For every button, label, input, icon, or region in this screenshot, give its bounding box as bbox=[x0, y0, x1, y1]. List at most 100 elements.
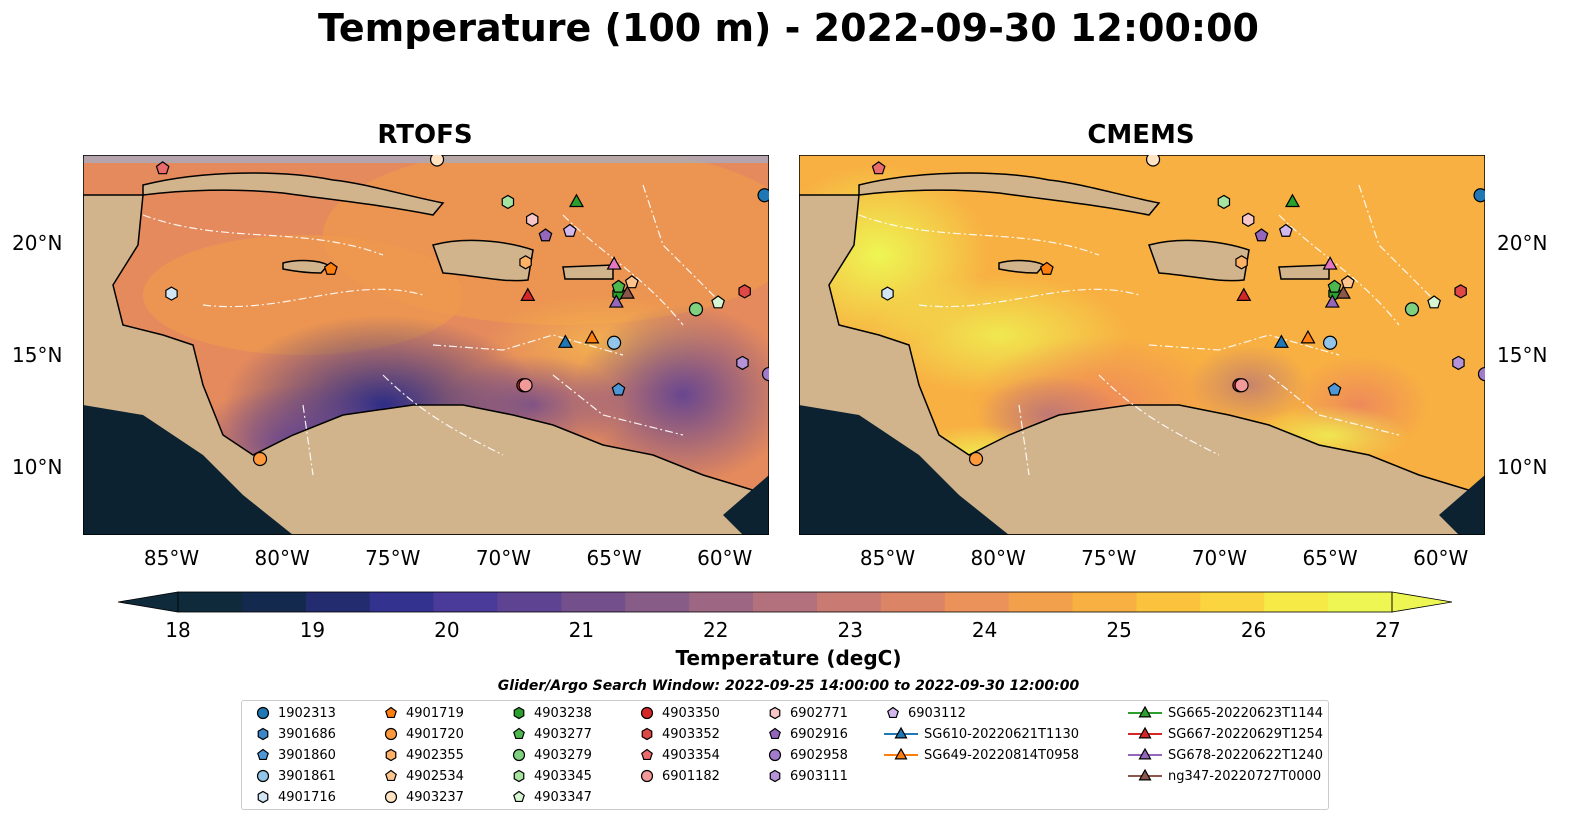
legend-marker-icon[interactable] bbox=[1138, 768, 1152, 781]
platform-marker-sg667-20220629t1254[interactable] bbox=[1236, 287, 1252, 301]
legend-marker-icon[interactable] bbox=[385, 706, 397, 719]
map-panel-cmems[interactable] bbox=[799, 155, 1485, 535]
legend-marker-icon[interactable] bbox=[1138, 705, 1152, 718]
legend-marker-icon[interactable] bbox=[1138, 747, 1152, 760]
legend-marker-icon[interactable] bbox=[1138, 726, 1152, 739]
platform-marker-4903277[interactable] bbox=[611, 279, 626, 293]
platform-marker-6902771[interactable] bbox=[1241, 212, 1255, 228]
platform-marker-3901860[interactable] bbox=[1327, 382, 1342, 396]
platform-marker-1902313[interactable] bbox=[1473, 188, 1485, 203]
legend-marker-icon[interactable] bbox=[769, 769, 781, 783]
platform-marker-sg649-20220814t0958[interactable] bbox=[584, 329, 600, 344]
legend-marker-icon[interactable] bbox=[257, 727, 269, 741]
platform-marker-6903112[interactable] bbox=[1278, 223, 1293, 237]
platform-marker-4903352[interactable] bbox=[1454, 284, 1467, 299]
legend-marker-icon[interactable] bbox=[384, 790, 398, 804]
platform-marker-sg667-20220629t1254[interactable] bbox=[520, 287, 536, 301]
legend-marker-icon[interactable] bbox=[641, 748, 653, 761]
legend-label: 3901861 bbox=[278, 768, 336, 784]
platform-marker-4903345[interactable] bbox=[501, 194, 515, 210]
colorbar-segment bbox=[1008, 592, 1074, 612]
platform-marker-4901719[interactable] bbox=[1039, 261, 1054, 275]
platform-marker-4903352[interactable] bbox=[738, 284, 751, 299]
legend-marker-icon[interactable] bbox=[894, 747, 908, 760]
platform-marker-4903345[interactable] bbox=[1217, 194, 1231, 210]
y-tick-label-right: 15°N bbox=[1497, 343, 1548, 368]
platform-marker-6902916[interactable] bbox=[538, 228, 553, 242]
platform-marker-sg610-20220621t1130[interactable] bbox=[557, 334, 573, 348]
legend-marker-icon[interactable] bbox=[769, 706, 781, 720]
platform-marker-4903354[interactable] bbox=[871, 161, 886, 175]
platform-marker-6903111[interactable] bbox=[736, 355, 749, 371]
platform-marker-sg610-20220621t1130[interactable] bbox=[1273, 334, 1289, 348]
y-tick-label-right: 20°N bbox=[1497, 231, 1548, 256]
platform-marker-4901720[interactable] bbox=[968, 451, 984, 467]
colorbar-segment bbox=[241, 592, 307, 612]
legend-marker-icon[interactable] bbox=[512, 748, 526, 762]
legend-marker-icon[interactable] bbox=[257, 790, 269, 804]
legend-marker-icon[interactable] bbox=[385, 769, 397, 782]
legend-marker-icon[interactable] bbox=[769, 727, 781, 740]
legend-label: ng347-20220727T0000 bbox=[1168, 768, 1322, 784]
platform-marker-6903112[interactable] bbox=[562, 223, 577, 237]
platform-marker-4901716[interactable] bbox=[165, 286, 178, 301]
platform-marker-ng347-20220727t0000[interactable] bbox=[1335, 285, 1351, 299]
x-tick-label: 70°W bbox=[1191, 546, 1248, 570]
legend-marker-icon[interactable] bbox=[384, 727, 398, 741]
legend-marker-icon[interactable] bbox=[256, 769, 270, 783]
platform-marker-6902771[interactable] bbox=[525, 212, 539, 228]
platform-marker-4901719[interactable] bbox=[323, 261, 338, 275]
figure-title: Temperature (100 m) - 2022-09-30 12:00:0… bbox=[317, 6, 1259, 50]
platform-marker-4903237[interactable] bbox=[429, 155, 445, 167]
legend-label: 4903237 bbox=[406, 789, 464, 805]
platform-marker-3901861[interactable] bbox=[606, 335, 622, 350]
legend-marker-icon[interactable] bbox=[256, 706, 270, 720]
legend-marker-icon[interactable] bbox=[768, 748, 782, 762]
x-tick-label: 80°W bbox=[254, 546, 310, 570]
legend-marker-icon[interactable] bbox=[385, 748, 397, 762]
platform-marker-6902958[interactable] bbox=[1477, 366, 1486, 382]
platform-marker-6901182[interactable] bbox=[1234, 378, 1249, 393]
legend-marker-icon[interactable] bbox=[513, 769, 525, 783]
platform-marker-sg665-20220623t1144[interactable] bbox=[568, 193, 584, 208]
legend-marker-icon[interactable] bbox=[257, 748, 269, 761]
platform-marker-4901720[interactable] bbox=[252, 451, 268, 467]
platform-marker-6902916[interactable] bbox=[1254, 228, 1269, 242]
platform-marker-ng347-20220727t0000[interactable] bbox=[619, 285, 635, 299]
platform-marker-4903347[interactable] bbox=[711, 295, 725, 309]
platform-marker-4902534[interactable] bbox=[624, 275, 639, 289]
colorbar-tick-label: 22 bbox=[703, 618, 729, 642]
legend-marker-icon[interactable] bbox=[640, 769, 654, 783]
platform-marker-4902355[interactable] bbox=[519, 255, 532, 270]
platform-marker-sg678-20220622t1240[interactable] bbox=[608, 294, 624, 308]
legend-marker-icon[interactable] bbox=[640, 706, 654, 720]
map-panel-rtofs[interactable] bbox=[83, 155, 769, 535]
platform-marker-sg678-20220622t1240[interactable] bbox=[1324, 294, 1340, 308]
platform-marker-6902958[interactable] bbox=[761, 366, 770, 382]
platform-marker-4902534[interactable] bbox=[1340, 275, 1355, 289]
legend-marker-icon[interactable] bbox=[513, 790, 525, 803]
platform-marker-4902355[interactable] bbox=[1235, 255, 1248, 270]
platform-marker-6903111[interactable] bbox=[1452, 355, 1465, 371]
platform-marker-ng357-20220803t0000[interactable] bbox=[1322, 256, 1338, 270]
platform-marker-sg665-20220623t1144[interactable] bbox=[1284, 193, 1300, 208]
platform-marker-3901861[interactable] bbox=[1322, 335, 1338, 350]
platform-marker-6901182[interactable] bbox=[518, 378, 533, 393]
platform-marker-4901716[interactable] bbox=[881, 286, 894, 301]
platform-marker-4903354[interactable] bbox=[155, 161, 170, 175]
platform-marker-1902313[interactable] bbox=[757, 188, 769, 203]
platform-marker-4903279[interactable] bbox=[688, 302, 704, 317]
platform-marker-4903279[interactable] bbox=[1404, 302, 1420, 317]
legend-marker-icon[interactable] bbox=[894, 726, 908, 739]
legend-marker-icon[interactable] bbox=[513, 727, 525, 740]
legend-marker-icon[interactable] bbox=[641, 727, 653, 741]
platform-marker-4903277[interactable] bbox=[1327, 279, 1342, 293]
legend-marker-icon[interactable] bbox=[887, 706, 899, 719]
platform-marker-4903237[interactable] bbox=[1145, 155, 1161, 167]
y-tick-label-right: 10°N bbox=[1497, 454, 1548, 479]
platform-marker-3901860[interactable] bbox=[611, 382, 626, 396]
legend-marker-icon[interactable] bbox=[513, 706, 525, 720]
platform-marker-sg649-20220814t0958[interactable] bbox=[1300, 329, 1316, 344]
platform-marker-ng357-20220803t0000[interactable] bbox=[606, 256, 622, 270]
platform-marker-4903347[interactable] bbox=[1427, 295, 1441, 309]
